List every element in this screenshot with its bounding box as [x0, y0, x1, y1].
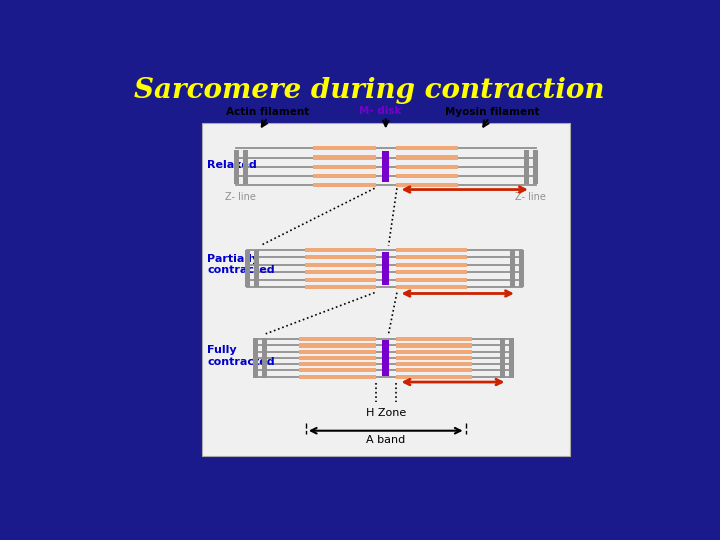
- Bar: [300, 375, 376, 379]
- Bar: [305, 270, 376, 274]
- Bar: [396, 263, 467, 267]
- Bar: [234, 150, 239, 184]
- Text: Partially
contracted: Partially contracted: [207, 254, 275, 275]
- Bar: [253, 250, 258, 287]
- Bar: [305, 285, 376, 289]
- Bar: [313, 156, 376, 160]
- Bar: [300, 368, 376, 373]
- Text: Actin filament: Actin filament: [226, 107, 309, 117]
- Bar: [313, 146, 376, 151]
- Text: Myosin filament: Myosin filament: [444, 107, 539, 117]
- Text: Z- line: Z- line: [516, 192, 546, 202]
- Bar: [300, 349, 376, 354]
- Bar: [245, 250, 250, 287]
- Bar: [396, 255, 467, 259]
- Bar: [396, 368, 472, 373]
- Bar: [300, 337, 376, 341]
- Bar: [382, 151, 389, 182]
- Bar: [300, 343, 376, 348]
- Bar: [382, 252, 389, 285]
- Bar: [262, 338, 267, 377]
- Bar: [305, 278, 376, 282]
- Bar: [396, 270, 467, 274]
- Bar: [396, 337, 472, 341]
- Bar: [396, 174, 459, 178]
- Bar: [509, 338, 514, 377]
- Text: A band: A band: [366, 435, 405, 445]
- Bar: [396, 248, 467, 252]
- Bar: [396, 278, 467, 282]
- Bar: [533, 150, 538, 184]
- Bar: [524, 150, 529, 184]
- Text: Z- line: Z- line: [225, 192, 256, 202]
- Bar: [313, 183, 376, 187]
- Bar: [396, 285, 467, 289]
- Bar: [510, 250, 515, 287]
- Bar: [305, 263, 376, 267]
- Bar: [396, 146, 459, 151]
- Text: M- disk: M- disk: [359, 105, 402, 116]
- Bar: [305, 255, 376, 259]
- Bar: [396, 165, 459, 168]
- Bar: [253, 338, 258, 377]
- Bar: [300, 362, 376, 366]
- Bar: [396, 183, 459, 187]
- Text: H Zone: H Zone: [366, 408, 406, 418]
- Text: Fully
contracted: Fully contracted: [207, 345, 275, 367]
- Bar: [396, 362, 472, 366]
- Bar: [396, 356, 472, 360]
- Text: Sarcomere during contraction: Sarcomere during contraction: [134, 77, 604, 104]
- Bar: [396, 343, 472, 348]
- Bar: [519, 250, 524, 287]
- Bar: [313, 174, 376, 178]
- Bar: [500, 338, 505, 377]
- Bar: [305, 248, 376, 252]
- Bar: [382, 340, 389, 376]
- Bar: [300, 356, 376, 360]
- Bar: [313, 165, 376, 168]
- Bar: [243, 150, 248, 184]
- Text: Relaxed: Relaxed: [207, 160, 257, 170]
- Bar: [396, 375, 472, 379]
- Bar: [396, 349, 472, 354]
- Bar: [396, 156, 459, 160]
